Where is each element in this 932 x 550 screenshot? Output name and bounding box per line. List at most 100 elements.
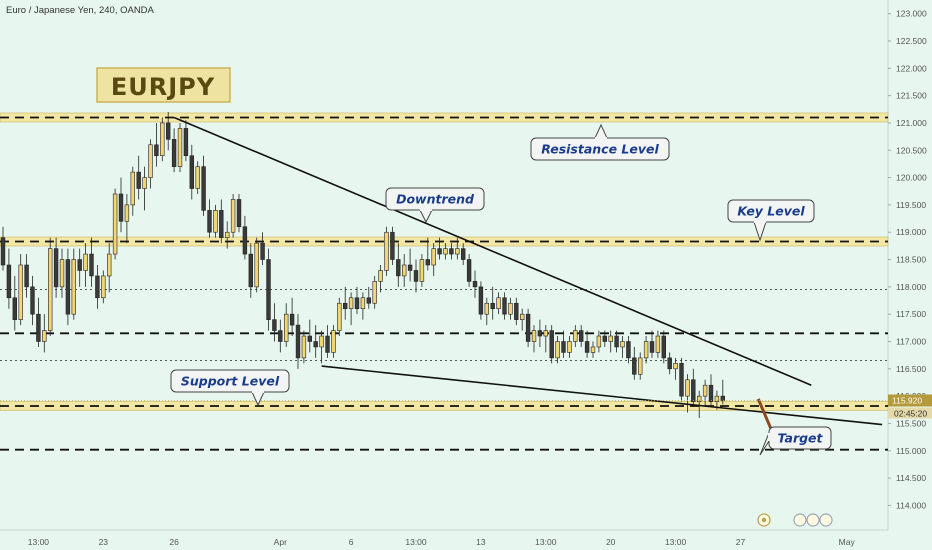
candle-body (431, 248, 436, 266)
candle-body (632, 357, 637, 375)
time-tick-label: 6 (349, 537, 354, 547)
candle-body (207, 210, 212, 233)
callout-tail (419, 209, 433, 224)
current-price-label: 115.920 (892, 396, 922, 406)
callout: Resistance Level (530, 123, 670, 161)
time-tick-label: 27 (736, 537, 746, 547)
candle-body (708, 384, 714, 402)
candle-body (53, 248, 59, 288)
candle-body (301, 335, 307, 359)
candle-body (496, 297, 501, 310)
price-tick-label: 117.000 (896, 336, 926, 346)
price-tick-label: 122.000 (896, 63, 927, 73)
time-tick-label: 13:00 (405, 537, 427, 547)
candle-body (531, 330, 537, 342)
price-tick-label: 121.000 (896, 118, 927, 128)
time-tick-label: 13:00 (665, 537, 687, 547)
candle-body (437, 248, 442, 255)
price-tick-label: 117.500 (896, 309, 926, 319)
news-icon (806, 513, 820, 527)
current-price-badge (888, 394, 932, 407)
candle-body (248, 253, 253, 288)
candle-body (667, 357, 672, 370)
candle-body (289, 313, 295, 326)
candle-body (691, 379, 696, 402)
candle-body (508, 302, 513, 315)
candle-body (502, 297, 507, 315)
candle-body (702, 384, 708, 397)
time-tick-label: 26 (169, 537, 179, 547)
candle-body (549, 330, 554, 359)
time-tick-label: 13:00 (535, 537, 557, 547)
candle-body (649, 341, 655, 353)
price-tick-label: 120.000 (896, 173, 927, 183)
candle-body (95, 275, 100, 299)
news-icon (819, 513, 833, 527)
price-tick-label: 114.000 (896, 500, 926, 510)
candle-body (236, 199, 242, 228)
candle-body (260, 242, 265, 260)
candle-body (30, 286, 35, 315)
price-tick-label: 120.500 (896, 145, 927, 155)
candle-body (354, 297, 360, 310)
candle-body (567, 341, 572, 353)
candle-body (401, 264, 407, 277)
candle-body (637, 357, 643, 375)
callout-tail (594, 123, 608, 139)
candle-body (525, 313, 531, 342)
event-icon-dot (761, 517, 767, 523)
callout-box (170, 369, 290, 393)
candle-body (230, 199, 236, 233)
news-icon (793, 513, 807, 527)
candle-body (472, 281, 478, 288)
candle-body (148, 144, 153, 178)
candle-body (714, 395, 720, 402)
callout: Support Level (170, 369, 290, 407)
time-tick-label: 20 (606, 537, 616, 547)
callout: Downtrend (385, 187, 485, 224)
candle-body (372, 281, 377, 304)
candle-body (154, 144, 159, 157)
candle-body (655, 335, 661, 353)
candle-body (366, 297, 371, 304)
candle-body (65, 259, 71, 315)
candle-body (348, 297, 354, 310)
candle-body (177, 128, 183, 167)
candle-body (384, 231, 389, 271)
candle-body (537, 330, 543, 337)
price-tick-label: 115.500 (896, 418, 926, 428)
candle-body (189, 155, 194, 189)
callout: Target (759, 426, 832, 456)
candle-body (313, 341, 318, 348)
price-tick-label: 116.500 (896, 364, 926, 374)
callout-text: Key Level (737, 204, 805, 219)
candle-body (124, 204, 130, 222)
candle-body (36, 313, 41, 342)
candle-body (419, 259, 425, 282)
candle-body (643, 341, 649, 359)
candle-body (219, 210, 224, 238)
time-tick-label: 13 (476, 537, 486, 547)
time-tick-label: 13:00 (28, 537, 50, 547)
candle-body (573, 330, 578, 342)
price-tick-label: 118.000 (896, 282, 926, 292)
candle-body (319, 335, 324, 348)
candle-body (136, 171, 141, 189)
candle-body (360, 297, 366, 310)
candle-body (685, 379, 690, 397)
candle-body (578, 330, 584, 342)
candle-body (107, 253, 112, 277)
candle-body (183, 128, 189, 157)
candle-body (171, 139, 177, 167)
candle-body (696, 395, 702, 402)
candle-body (283, 313, 289, 342)
trendline (173, 116, 812, 386)
candle-body (413, 270, 419, 282)
candle-body (466, 259, 472, 282)
candle-body (18, 264, 23, 320)
candle-body (166, 122, 171, 140)
candle-body (225, 231, 230, 238)
candle-body (295, 324, 301, 359)
